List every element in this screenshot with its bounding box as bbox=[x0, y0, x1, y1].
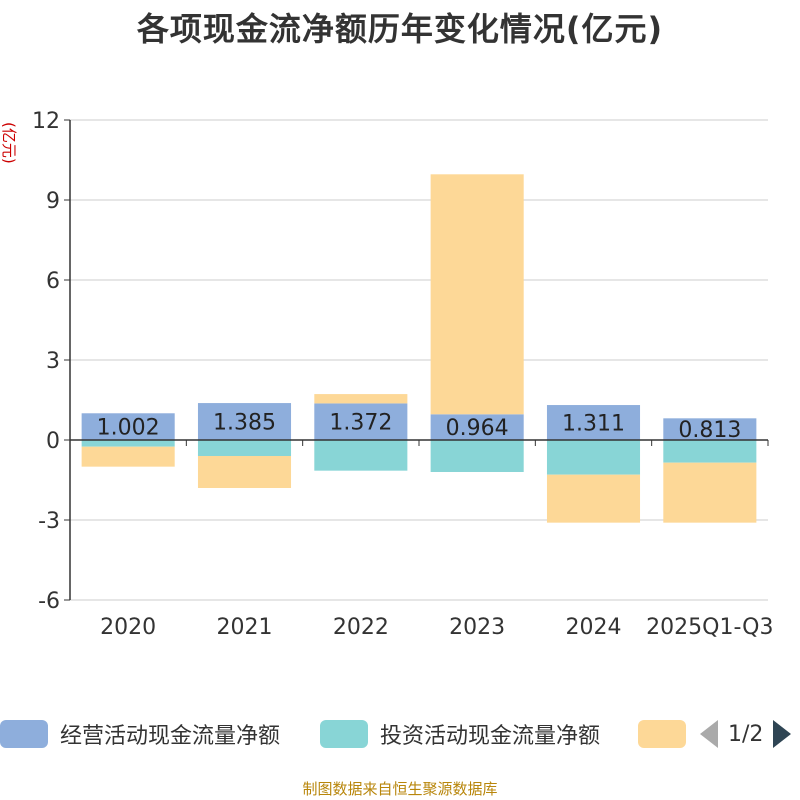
legend-label-operating: 经营活动现金流量净额 bbox=[60, 724, 281, 749]
chevron-right-icon[interactable] bbox=[773, 720, 792, 748]
y-axis-unit: (亿元) bbox=[0, 122, 18, 164]
y-tick-label: 12 bbox=[32, 109, 60, 134]
legend-item-operating[interactable]: 经营活动现金流量净额 bbox=[0, 716, 280, 752]
bar-segment bbox=[663, 440, 757, 463]
bar-segment bbox=[430, 174, 524, 415]
chart-canvas: -6 -3 0 3 6 9 12 2020 2021 2022 2023 2024 2025Q1-Q3 1… bbox=[32, 109, 774, 640]
y-tick-label: 9 bbox=[46, 189, 60, 214]
data-label: 1.372 bbox=[329, 411, 392, 436]
x-tick-label: 2022 bbox=[333, 615, 389, 640]
y-tick-label: 6 bbox=[46, 269, 60, 294]
data-label: 1.311 bbox=[562, 412, 625, 437]
legend-page-indicator: 1/2 bbox=[728, 721, 764, 747]
data-label: 1.002 bbox=[97, 416, 160, 441]
legend-swatch-investing bbox=[320, 720, 368, 748]
bar-segment bbox=[663, 418, 757, 440]
bar-segment bbox=[546, 474, 641, 523]
data-source-note: 制图数据来自恒生聚源数据库 bbox=[302, 780, 498, 798]
x-tick-label: 2021 bbox=[217, 615, 273, 640]
y-tick-label: 3 bbox=[46, 349, 60, 374]
data-label: 1.385 bbox=[213, 411, 276, 436]
bar-segment bbox=[197, 440, 292, 456]
bar-segment bbox=[81, 413, 175, 440]
data-label: 0.964 bbox=[446, 416, 509, 441]
legend: 经营活动现金流量净额 投资活动现金流量净额 1/2 bbox=[0, 716, 800, 756]
y-tick-label: -6 bbox=[38, 589, 60, 614]
chevron-left-icon[interactable] bbox=[700, 720, 718, 748]
bar-segment bbox=[197, 403, 292, 440]
bar-segment bbox=[314, 440, 408, 471]
legend-item-financing[interactable] bbox=[638, 716, 686, 752]
x-tick-label: 2024 bbox=[566, 615, 622, 640]
x-tick-label: 2023 bbox=[449, 615, 505, 640]
bar-segment bbox=[81, 440, 175, 447]
data-label: 0.813 bbox=[678, 418, 741, 443]
legend-swatch-operating bbox=[0, 720, 48, 748]
bar-segment bbox=[81, 446, 175, 467]
legend-pager: 1/2 bbox=[700, 716, 792, 752]
y-tick-label: 0 bbox=[46, 429, 60, 454]
chart-title: 各项现金流净额历年变化情况(亿元) bbox=[136, 10, 664, 48]
bar-segment bbox=[314, 394, 408, 404]
bar-segment bbox=[663, 462, 757, 523]
legend-label-investing: 投资活动现金流量净额 bbox=[380, 724, 601, 749]
x-tick-label: 2025Q1-Q3 bbox=[646, 615, 773, 640]
bar-segment bbox=[314, 403, 408, 440]
bar-segment bbox=[430, 414, 524, 440]
y-tick-label: -3 bbox=[38, 509, 60, 534]
legend-item-investing[interactable]: 投资活动现金流量净额 bbox=[320, 716, 600, 752]
bar-segment bbox=[197, 456, 292, 488]
bar-segment bbox=[430, 440, 524, 472]
legend-swatch-financing bbox=[638, 720, 686, 748]
bar-segment bbox=[546, 405, 641, 440]
bar-segment bbox=[546, 440, 641, 475]
x-tick-label: 2020 bbox=[100, 615, 156, 640]
